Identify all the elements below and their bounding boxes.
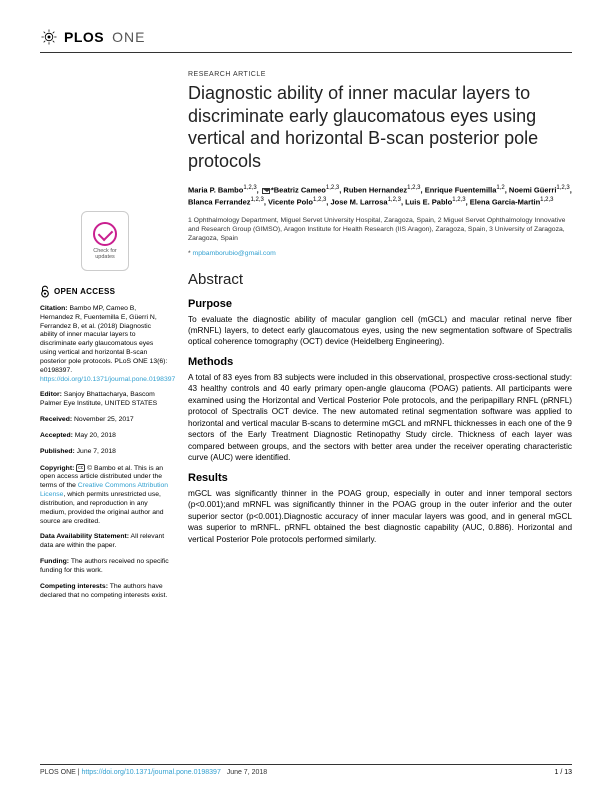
corresponding-email[interactable]: * mpbamborubio@gmail.com <box>188 250 572 257</box>
footer-doi[interactable]: https://doi.org/10.1371/journal.pone.019… <box>82 769 221 776</box>
results-text: mGCL was significantly thinner in the PO… <box>188 488 572 545</box>
main-content: RESEARCH ARTICLE Diagnostic ability of i… <box>188 71 572 607</box>
cc-icon: cc <box>76 464 85 473</box>
open-access-label: OPEN ACCESS <box>54 287 115 297</box>
methods-heading: Methods <box>188 356 572 368</box>
open-access-row: OPEN ACCESS <box>40 285 170 299</box>
article-title: Diagnostic ability of inner macular laye… <box>188 82 572 172</box>
purpose-heading: Purpose <box>188 298 572 310</box>
crossmark-label: Check for updates <box>86 248 124 260</box>
footer-journal: PLOS ONE | <box>40 769 82 776</box>
plos-logo: PLOS ONE <box>40 28 145 46</box>
published-block: Published: June 7, 2018 <box>40 448 170 457</box>
page-footer: PLOS ONE | https://doi.org/10.1371/journ… <box>40 764 572 776</box>
page-header: PLOS ONE <box>40 28 572 53</box>
funding-block: Funding: The authors received no specifi… <box>40 558 170 576</box>
competing-block: Competing interests: The authors have de… <box>40 583 170 601</box>
affiliations: 1 Ophthalmology Department, Miguel Serve… <box>188 216 572 244</box>
purpose-text: To evaluate the diagnostic ability of ma… <box>188 314 572 348</box>
received-block: Received: November 25, 2017 <box>40 416 170 425</box>
open-access-icon <box>40 285 50 299</box>
author-list: Maria P. Bambo1,2,3, *Beatriz Cameo1,2,3… <box>188 184 572 208</box>
doi-link[interactable]: https://doi.org/10.1371/journal.pone.019… <box>40 376 175 383</box>
publisher-name: PLOS <box>64 29 104 45</box>
editor-block: Editor: Sanjoy Bhattacharya, Bascom Palm… <box>40 391 170 409</box>
plos-logo-icon <box>40 28 58 46</box>
sidebar: Check for updates OPEN ACCESS Citation: … <box>40 71 170 607</box>
methods-text: A total of 83 eyes from 83 subjects were… <box>188 372 572 464</box>
copyright-block: Copyright: cc © Bambo et al. This is an … <box>40 464 170 527</box>
data-availability-block: Data Availability Statement: All relevan… <box>40 533 170 551</box>
check-icon <box>93 222 117 246</box>
accepted-block: Accepted: May 20, 2018 <box>40 432 170 441</box>
results-heading: Results <box>188 472 572 484</box>
article-type: RESEARCH ARTICLE <box>188 71 572 78</box>
footer-date: June 7, 2018 <box>227 769 267 776</box>
abstract-heading: Abstract <box>188 271 572 288</box>
citation-block: Citation: Bambo MP, Cameo B, Hernandez R… <box>40 305 170 384</box>
page-number: 1 / 13 <box>554 769 572 776</box>
journal-name: ONE <box>112 29 145 45</box>
crossmark-badge[interactable]: Check for updates <box>81 211 129 271</box>
